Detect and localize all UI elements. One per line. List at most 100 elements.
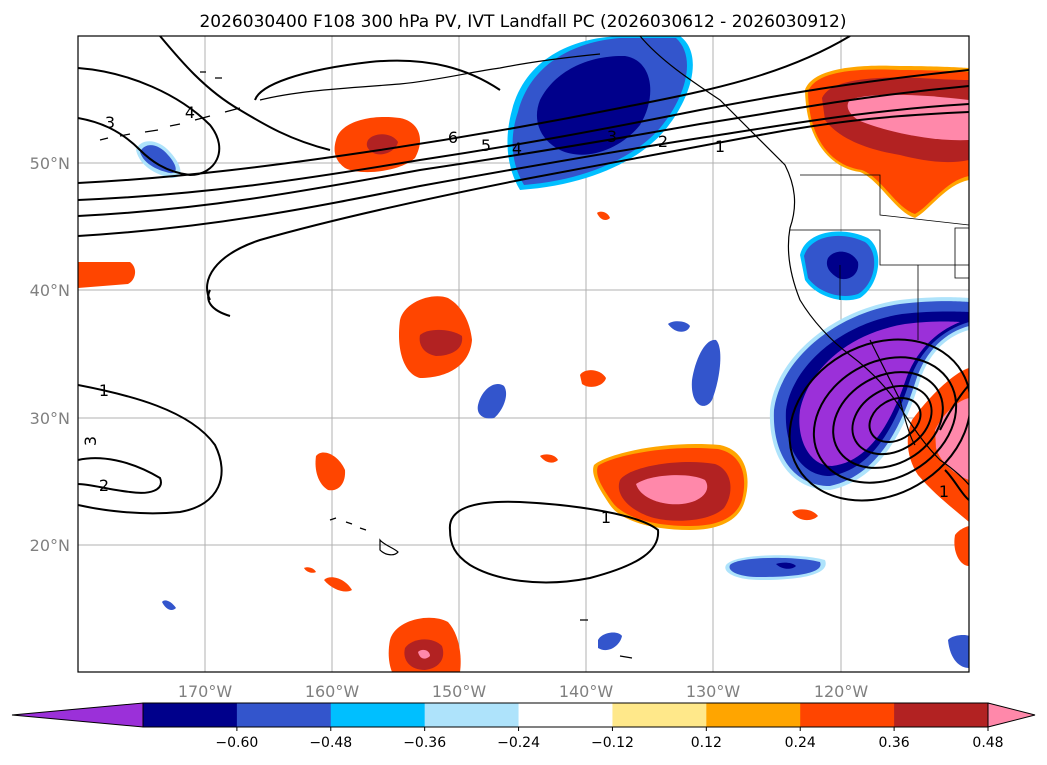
red-blob-small-6 [304,567,316,573]
blue-blob-aleutian [140,145,176,174]
contour-label: 6 [448,128,458,147]
contour-label: 4 [185,103,195,122]
contour-label: 2 [99,476,109,495]
pv-positive-regions [78,65,969,672]
colorbar-segment [143,703,238,727]
contour-label: 4 [512,139,522,158]
colorbar-tick-label: −0.36 [403,735,446,751]
lat-label-40n: 40°N [30,281,70,300]
contour-jet-2 [78,85,969,217]
red-blob-small-5 [324,577,352,592]
blue-blob-small-6 [162,600,176,610]
colorbar-right-arrow [988,703,1035,727]
contour-jet-1 [78,69,969,201]
lon-label-140w: 140°W [559,682,614,701]
colorbar-segment [800,703,895,727]
lat-label-50n: 50°N [30,154,70,173]
contour-label: 2 [658,132,668,151]
colorbar-segment [706,703,801,727]
colorbar-segment [236,703,332,727]
blue-blob-nevada-core [826,251,859,280]
red-blob-small-4 [315,452,346,491]
lon-label-120w: 120°W [814,682,869,701]
colorbar-tick-label: 0.24 [785,735,816,751]
lat-label-20n: 20°N [30,536,70,555]
colorbar-tick-label: 0.48 [972,735,1003,751]
red-blob-small-1 [580,370,606,387]
contour-label: 1 [601,508,611,527]
contour-southwest [78,384,223,515]
baja-coast [869,339,916,446]
colorbar-left-arrow [12,703,143,727]
map-frame [77,35,970,673]
contour-low-ring-4 [851,384,933,456]
contour-southwest-2 [78,457,162,494]
colorbar-segments [12,703,1035,727]
contour-label: 5 [481,136,491,155]
lon-label-130w: 130°W [686,682,741,701]
contour-low-ring-3 [832,371,944,469]
colorbar-tick-label: −0.24 [497,735,540,751]
pink-region-mexico [935,398,969,480]
contour-label: 1 [939,482,949,501]
blue-blob-small-5 [948,635,969,668]
small-islands [200,71,633,659]
lon-labels: 170°W 160°W 150°W 140°W 130°W 120°W [178,682,869,701]
map-content: 3 4 6 5 4 3 2 1 1 2 1 1 3 [78,36,969,672]
alaska-coast [259,53,601,101]
contour-upper-left [78,67,221,177]
red-blob-small-2 [597,211,610,221]
contour-jet-5b [207,289,231,317]
figure-title: 2026030400 F108 300 hPa PV, IVT Landfall… [199,12,846,32]
colorbar-tick-label: 0.12 [691,735,722,751]
contour-label: 1 [99,381,109,400]
contour-low-ring-2 [812,356,958,484]
red-blob-west-edge [78,262,136,288]
lon-label-170w: 170°W [178,682,233,701]
pink-blob-bottom [418,649,430,659]
pink-blob-south [636,475,708,505]
colorbar-frame [142,702,989,728]
contour-low-ring-1 [788,338,969,502]
colorbar-segment [612,703,707,727]
lat-labels: 50°N 40°N 30°N 20°N [30,154,70,555]
colorbar-ticks: −0.60 −0.48 −0.36 −0.24 −0.12 0.12 0.24 0.36 0.4… [215,727,1004,751]
blue-blob-south [729,557,821,577]
aleutian-islands [99,107,241,141]
contour-jet-4 [78,36,851,184]
state-borders [790,174,969,340]
contour-label: 3 [607,127,617,146]
red-blob-central-core [419,329,463,356]
red-blob-small-7 [792,509,818,521]
contour-upper-mid-2 [254,59,501,101]
contour-jet-3 [78,103,969,237]
blue-blob-south-core [776,562,796,569]
colorbar: −0.60 −0.48 −0.36 −0.24 −0.12 0.12 0.24 0.36 0.4… [11,702,1036,751]
contour-label: 3 [81,436,100,446]
ivt-contours [78,36,969,584]
colorbar-segment [518,703,613,727]
lon-label-150w: 150°W [432,682,487,701]
lon-label-160w: 160°W [305,682,360,701]
blue-blob-small-2 [691,339,721,406]
contour-label: 1 [715,137,725,156]
blue-blob-gulf-core [536,55,651,155]
contour-low-ring-5 [868,397,922,443]
blue-blob-small-1 [477,384,507,419]
colorbar-tick-label: −0.60 [215,735,258,751]
red-blob-small-3 [540,454,558,463]
blue-blob-small-3 [668,321,690,332]
contour-upper-mid [159,36,331,151]
contour-south-central [448,500,660,584]
colorbar-segment [894,703,989,727]
contour-jet-5 [206,111,969,301]
contour-label: 3 [105,113,115,132]
colorbar-tick-label: −0.48 [309,735,352,751]
colorbar-segment [424,703,520,727]
lat-label-30n: 30°N [30,409,70,428]
contour-labels: 3 4 6 5 4 3 2 1 1 2 1 1 3 [81,103,949,527]
border-box [954,227,969,279]
hawaii-islands [329,517,399,556]
colorbar-segment [330,703,426,727]
